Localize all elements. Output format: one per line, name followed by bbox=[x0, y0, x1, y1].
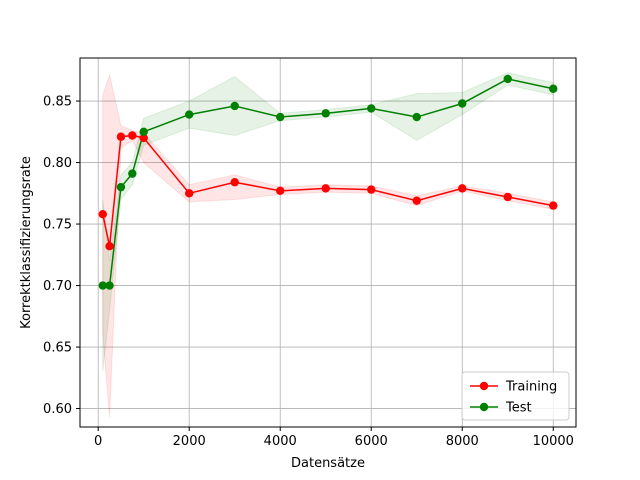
test-point bbox=[98, 281, 107, 290]
training-point bbox=[128, 131, 137, 140]
training-point bbox=[367, 185, 376, 194]
training-point bbox=[458, 184, 467, 193]
x-tick-label: 8000 bbox=[446, 434, 479, 449]
training-point bbox=[503, 192, 512, 202]
test-point bbox=[549, 84, 558, 93]
training-point bbox=[549, 201, 558, 210]
test-point bbox=[412, 112, 421, 122]
test-point bbox=[185, 110, 194, 119]
legend-label-test: Test bbox=[505, 401, 532, 416]
y-axis-label: Korrektklassifizierungsrate bbox=[19, 156, 34, 329]
y-tick-label: 0.60 bbox=[43, 402, 72, 417]
test-point bbox=[139, 127, 148, 136]
x-tick-label: 10000 bbox=[533, 434, 574, 449]
test-point bbox=[276, 112, 285, 122]
test-point bbox=[458, 99, 467, 108]
test-point bbox=[116, 182, 126, 192]
test-band bbox=[102, 72, 554, 372]
training-point bbox=[98, 210, 107, 219]
y-tick-label: 0.80 bbox=[43, 156, 72, 171]
test-point bbox=[230, 101, 239, 111]
y-tick-label: 0.70 bbox=[43, 279, 72, 294]
test-point bbox=[503, 74, 512, 84]
legend-marker-training bbox=[479, 381, 489, 391]
x-axis-label: Datensätze bbox=[291, 456, 365, 471]
training-point bbox=[321, 184, 330, 193]
x-tick-label: 4000 bbox=[264, 434, 297, 449]
y-tick-label: 0.65 bbox=[43, 341, 72, 356]
x-tick-label: 6000 bbox=[355, 434, 388, 449]
training-point bbox=[139, 133, 148, 143]
legend: Training Test bbox=[461, 371, 570, 421]
training-point bbox=[105, 241, 114, 251]
training-point bbox=[412, 196, 421, 205]
ticks: 0 2000 4000 6000 8000 10000 0.60 0.65 0.70 0.75 0.… bbox=[43, 95, 574, 449]
training-point bbox=[276, 186, 285, 196]
training-point bbox=[116, 132, 126, 141]
plot-frame bbox=[79, 57, 577, 428]
training-point bbox=[230, 178, 239, 187]
series-points bbox=[98, 74, 558, 290]
legend-marker-test bbox=[479, 402, 489, 412]
x-tick-label: 0 bbox=[94, 434, 102, 449]
y-tick-label: 0.75 bbox=[43, 218, 72, 233]
test-point bbox=[367, 104, 376, 113]
test-point bbox=[321, 109, 330, 118]
test-point bbox=[128, 169, 137, 178]
training-point bbox=[185, 189, 194, 198]
legend-box bbox=[461, 371, 570, 421]
y-tick-label: 0.85 bbox=[43, 95, 72, 110]
legend-label-training: Training bbox=[505, 380, 557, 395]
x-tick-label: 2000 bbox=[173, 434, 206, 449]
test-point bbox=[105, 281, 114, 290]
